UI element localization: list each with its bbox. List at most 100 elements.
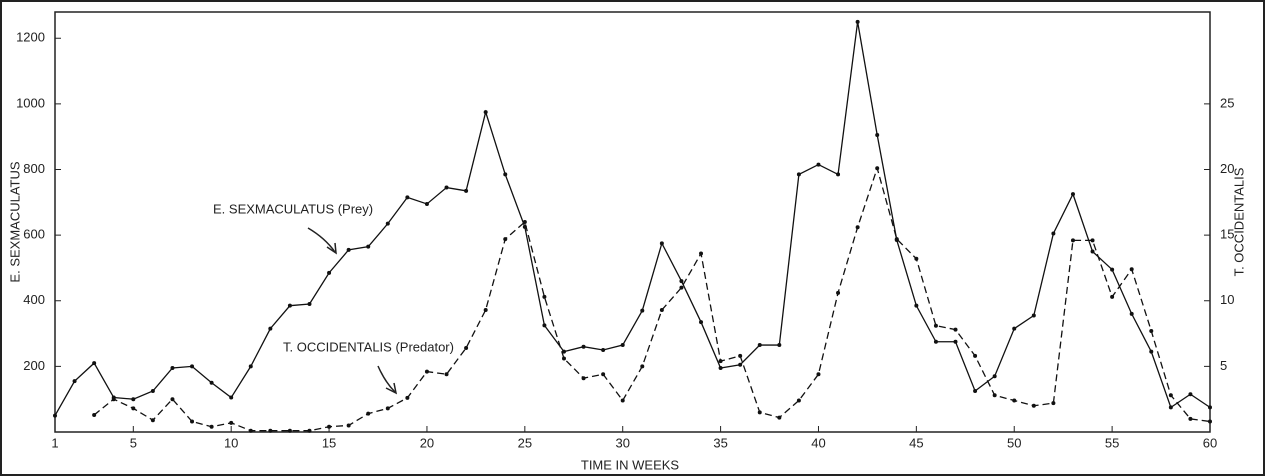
data-point <box>1110 294 1115 299</box>
data-point <box>914 256 919 261</box>
x-tick-label: 1 <box>51 435 58 450</box>
x-tick-label: 55 <box>1105 435 1119 450</box>
x-tick-label: 35 <box>713 435 727 450</box>
data-point <box>346 247 351 252</box>
data-point <box>914 303 919 308</box>
data-point <box>53 413 57 418</box>
y2-tick-label: 15 <box>1220 227 1234 242</box>
data-point <box>346 423 351 428</box>
data-point <box>679 285 684 290</box>
annotation: T. OCCIDENTALIS (Predator) <box>283 339 454 354</box>
data-point <box>601 347 606 352</box>
data-point <box>229 395 234 400</box>
data-point <box>933 323 938 328</box>
data-point <box>366 411 371 416</box>
data-point <box>287 428 292 433</box>
data-point <box>424 201 429 206</box>
data-point <box>444 185 449 190</box>
x-tick-label: 20 <box>420 435 434 450</box>
y-tick-label: 600 <box>23 227 45 242</box>
data-point <box>973 353 978 358</box>
data-point <box>992 374 997 379</box>
data-point <box>385 221 390 226</box>
data-point <box>248 364 253 369</box>
data-point <box>131 397 136 402</box>
data-point <box>307 428 312 433</box>
data-point <box>816 372 821 377</box>
series-line <box>93 165 1211 432</box>
data-point <box>170 397 175 402</box>
data-point <box>229 420 234 425</box>
data-point <box>1090 238 1095 243</box>
data-point <box>581 344 586 349</box>
data-point <box>150 418 155 423</box>
y-tick-label: 200 <box>23 358 45 373</box>
data-point <box>209 380 214 385</box>
data-point <box>836 290 841 295</box>
data-point <box>718 366 723 371</box>
data-point <box>1129 311 1134 316</box>
data-point <box>1208 419 1212 424</box>
y2-axis-label: T. OCCIDENTALIS <box>1231 167 1246 276</box>
data-point <box>190 419 195 424</box>
data-point <box>738 362 743 367</box>
data-point <box>542 294 547 299</box>
data-point <box>836 172 841 177</box>
data-point <box>366 244 371 249</box>
data-point <box>1188 392 1193 397</box>
data-point <box>1149 328 1154 333</box>
data-point <box>1070 192 1075 197</box>
data-point <box>1090 249 1095 254</box>
data-point <box>1012 326 1017 331</box>
x-tick-label: 10 <box>224 435 238 450</box>
data-point <box>444 372 449 377</box>
y2-tick-label: 25 <box>1220 95 1234 110</box>
data-point <box>209 424 214 429</box>
data-point <box>699 320 704 325</box>
arrowhead <box>385 382 398 395</box>
data-point <box>1129 267 1134 272</box>
x-tick-label: 5 <box>130 435 137 450</box>
data-point <box>1168 405 1173 410</box>
data-point <box>875 133 880 138</box>
data-point <box>953 339 958 344</box>
data-point <box>111 397 116 402</box>
data-point <box>718 359 723 364</box>
data-point <box>875 166 880 171</box>
data-point <box>992 393 997 398</box>
data-point <box>92 412 97 417</box>
data-point <box>953 327 958 332</box>
data-point <box>973 388 978 393</box>
data-point <box>757 410 762 415</box>
data-point <box>777 415 782 420</box>
data-point <box>1051 401 1056 406</box>
data-point <box>464 188 469 193</box>
y-axis-label: E. SEXMACULATUS <box>7 161 22 282</box>
data-point <box>581 376 586 381</box>
data-point <box>248 428 253 433</box>
data-point <box>327 424 332 429</box>
data-point <box>405 195 410 200</box>
data-point <box>268 428 273 433</box>
x-axis-label: TIME IN WEEKS <box>581 457 680 472</box>
data-point <box>1110 267 1115 272</box>
data-point <box>72 379 77 384</box>
x-tick-label: 15 <box>322 435 336 450</box>
data-point <box>1149 349 1154 354</box>
series-line <box>54 21 1211 416</box>
data-point <box>894 237 899 242</box>
x-tick-label: 60 <box>1203 435 1217 450</box>
data-point <box>131 406 136 411</box>
data-point <box>855 225 860 230</box>
y-tick-label: 400 <box>23 292 45 307</box>
data-point <box>816 162 821 167</box>
annotation-arrow <box>377 365 396 393</box>
data-point <box>405 395 410 400</box>
data-point <box>483 110 488 115</box>
data-point <box>659 307 664 312</box>
x-tick-label: 40 <box>811 435 825 450</box>
data-point <box>757 343 762 348</box>
data-point <box>561 356 566 361</box>
